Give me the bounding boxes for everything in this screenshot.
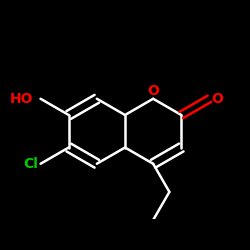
Text: O: O [147,84,159,98]
Text: Cl: Cl [23,157,38,171]
Text: O: O [211,92,223,106]
Text: HO: HO [10,92,33,106]
